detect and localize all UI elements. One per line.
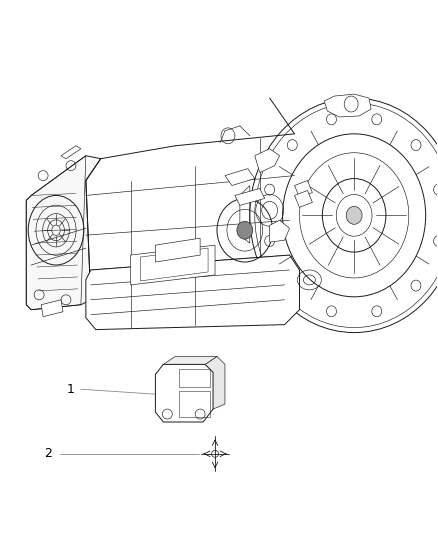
Ellipse shape [434, 236, 438, 246]
Polygon shape [324, 94, 371, 117]
Polygon shape [294, 190, 312, 207]
Polygon shape [225, 168, 255, 185]
Text: 2: 2 [44, 447, 52, 461]
Polygon shape [26, 156, 101, 310]
Ellipse shape [372, 114, 382, 125]
Polygon shape [155, 365, 213, 422]
Polygon shape [205, 357, 225, 409]
Polygon shape [294, 181, 312, 197]
Ellipse shape [411, 140, 421, 150]
Ellipse shape [265, 184, 275, 195]
Ellipse shape [265, 236, 275, 246]
Polygon shape [131, 245, 215, 285]
Polygon shape [270, 220, 290, 242]
Polygon shape [61, 146, 81, 159]
Text: 1: 1 [67, 383, 75, 395]
Ellipse shape [287, 140, 297, 150]
Ellipse shape [346, 206, 362, 224]
Ellipse shape [434, 184, 438, 195]
Polygon shape [163, 357, 217, 365]
Ellipse shape [372, 306, 382, 317]
Polygon shape [155, 238, 200, 262]
Ellipse shape [327, 114, 336, 125]
Ellipse shape [287, 280, 297, 291]
Polygon shape [86, 255, 300, 329]
Polygon shape [255, 149, 279, 173]
Ellipse shape [411, 280, 421, 291]
Ellipse shape [237, 221, 253, 239]
Ellipse shape [327, 306, 336, 317]
Polygon shape [41, 300, 63, 317]
Polygon shape [235, 189, 265, 205]
